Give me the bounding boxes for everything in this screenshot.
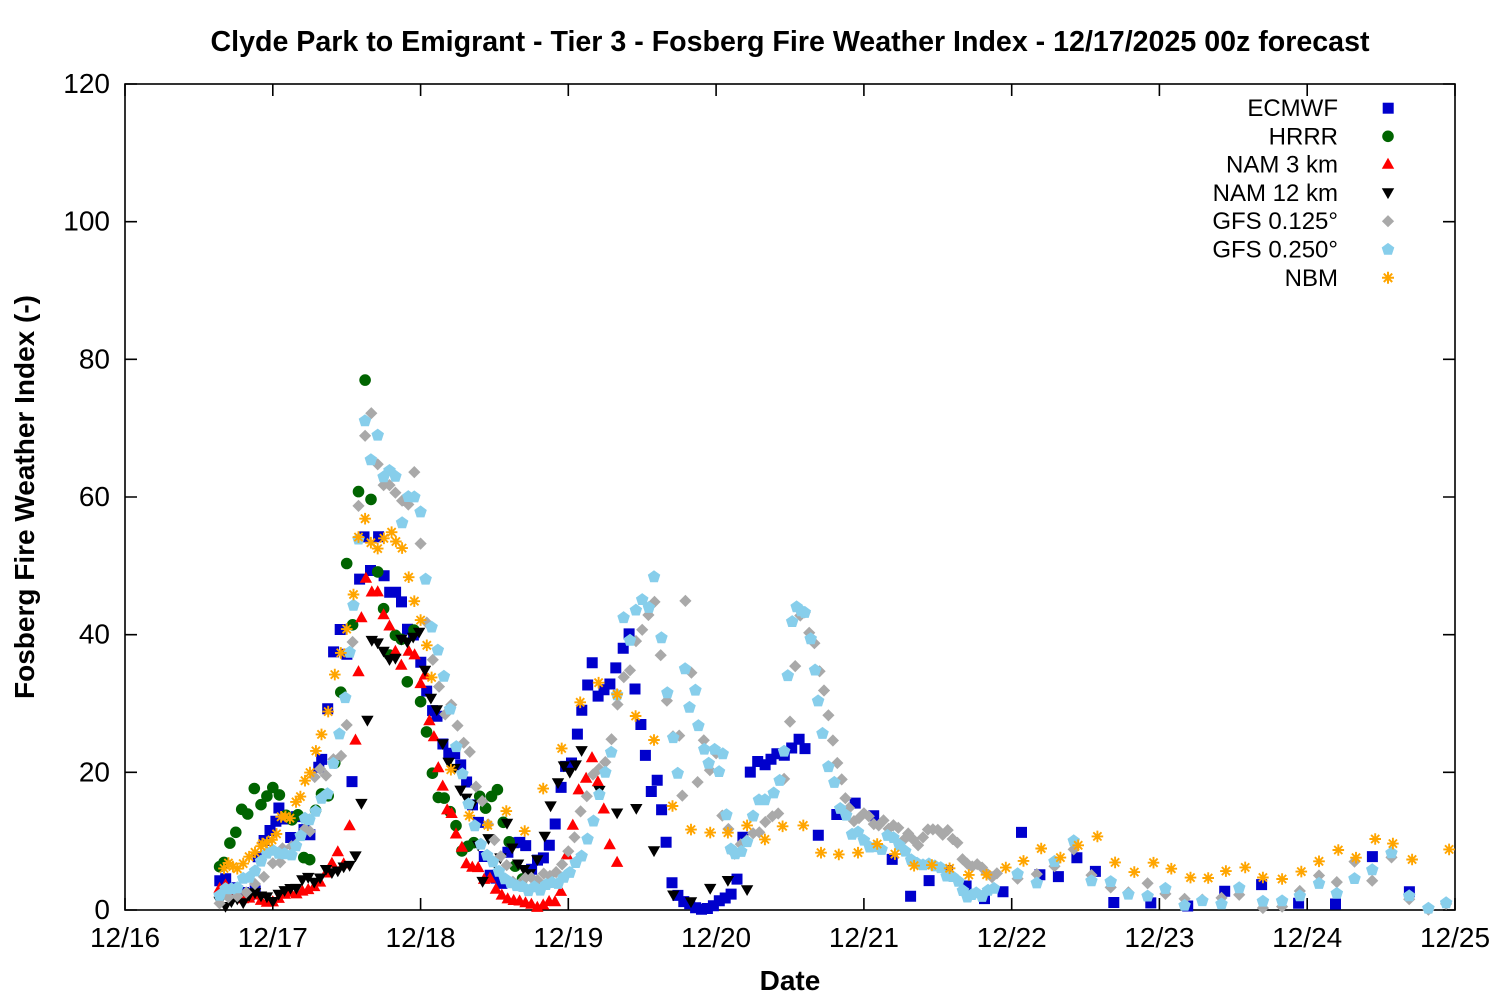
svg-text:0: 0 (94, 894, 110, 925)
svg-text:GFS 0.125°: GFS 0.125° (1212, 208, 1338, 235)
svg-text:GFS 0.250°: GFS 0.250° (1212, 237, 1338, 264)
svg-text:12/19: 12/19 (533, 922, 603, 953)
svg-text:12/23: 12/23 (1124, 922, 1194, 953)
svg-text:120: 120 (63, 68, 110, 99)
svg-text:100: 100 (63, 206, 110, 237)
svg-text:NAM 3 km: NAM 3 km (1226, 152, 1338, 179)
svg-text:12/24: 12/24 (1272, 922, 1342, 953)
svg-text:12/16: 12/16 (90, 922, 160, 953)
svg-text:NBM: NBM (1285, 265, 1338, 292)
svg-text:12/22: 12/22 (977, 922, 1047, 953)
svg-text:80: 80 (79, 343, 110, 374)
svg-text:Fosberg Fire Weather Index (-): Fosberg Fire Weather Index (-) (9, 295, 40, 699)
svg-text:HRRR: HRRR (1269, 123, 1338, 150)
svg-text:NAM 12 km: NAM 12 km (1213, 180, 1338, 207)
svg-text:Date: Date (760, 965, 821, 996)
svg-text:20: 20 (79, 756, 110, 787)
svg-text:12/20: 12/20 (681, 922, 751, 953)
svg-text:12/21: 12/21 (829, 922, 899, 953)
svg-text:12/17: 12/17 (238, 922, 308, 953)
svg-text:ECMWF: ECMWF (1247, 95, 1338, 122)
svg-text:12/25: 12/25 (1420, 922, 1490, 953)
svg-text:12/18: 12/18 (386, 922, 456, 953)
svg-text:Clyde Park to Emigrant - Tier: Clyde Park to Emigrant - Tier 3 - Fosber… (210, 26, 1369, 58)
svg-text:40: 40 (79, 619, 110, 650)
svg-text:60: 60 (79, 481, 110, 512)
